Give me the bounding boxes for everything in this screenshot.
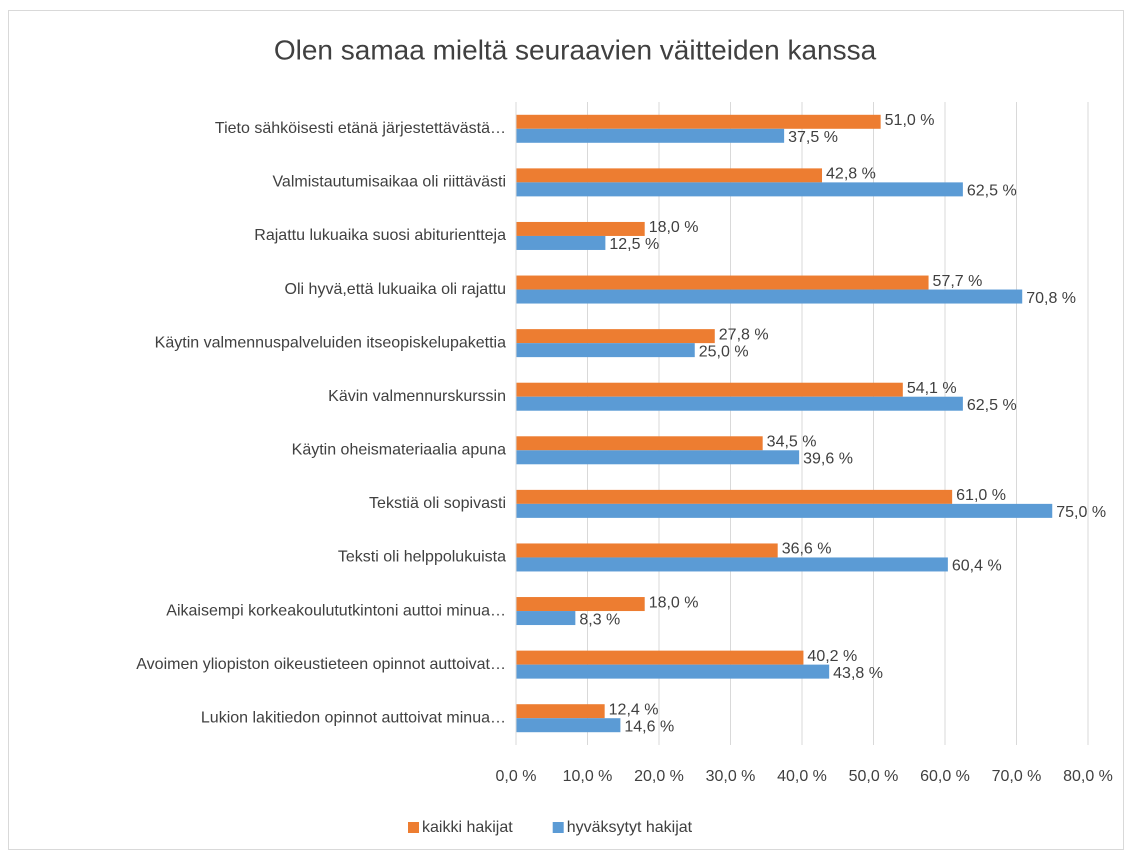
bar xyxy=(516,396,963,411)
x-tick-label: 10,0 % xyxy=(563,768,613,785)
bar xyxy=(516,597,645,612)
bar xyxy=(516,450,800,465)
y-tick-label: Kävin valmennurskurssin xyxy=(328,388,506,405)
bar xyxy=(516,114,881,129)
legend-swatch xyxy=(552,822,564,833)
bar xyxy=(516,343,695,358)
chart-title: Olen samaa mieltä seuraavien väitteiden … xyxy=(274,34,877,65)
bar xyxy=(516,650,804,665)
data-label: 18,0 % xyxy=(649,219,699,236)
bar xyxy=(516,168,823,183)
legend-label: hyväksytyt hakijat xyxy=(567,819,693,836)
x-tick-label: 60,0 % xyxy=(920,768,970,785)
y-tick-label: Aikaisempi korkeakoulututkintoni auttoi … xyxy=(166,602,506,619)
x-tick-label: 20,0 % xyxy=(634,768,684,785)
x-tick-label: 0,0 % xyxy=(496,768,537,785)
data-label: 62,5 % xyxy=(967,397,1017,414)
bar xyxy=(516,235,606,250)
bar xyxy=(516,382,903,397)
data-label: 25,0 % xyxy=(699,343,749,360)
bar xyxy=(516,275,929,290)
bar xyxy=(516,289,1023,304)
data-label: 37,5 % xyxy=(788,129,838,146)
data-label: 27,8 % xyxy=(719,326,769,343)
y-tick-label: Tekstiä oli sopivasti xyxy=(369,495,506,512)
data-label: 43,8 % xyxy=(833,665,883,682)
data-label: 42,8 % xyxy=(826,166,876,183)
data-label: 12,5 % xyxy=(609,236,659,253)
legend-swatch xyxy=(408,822,419,833)
data-label: 70,8 % xyxy=(1026,290,1076,307)
x-tick-label: 50,0 % xyxy=(849,768,899,785)
bar xyxy=(516,543,778,558)
data-label: 8,3 % xyxy=(579,611,620,628)
x-tick-label: 80,0 % xyxy=(1063,768,1113,785)
x-tick-label: 30,0 % xyxy=(706,768,756,785)
bar xyxy=(516,611,576,626)
data-label: 51,0 % xyxy=(885,112,935,129)
y-tick-label: Oli hyvä,että lukuaika oli rajattu xyxy=(285,281,506,298)
data-label: 40,2 % xyxy=(807,648,857,665)
x-tick-label: 70,0 % xyxy=(992,768,1042,785)
y-tick-label: Rajattu lukuaika suosi abiturientteja xyxy=(254,227,506,244)
y-tick-label: Käytin valmennuspalveluiden itseopiskelu… xyxy=(155,334,506,351)
y-tick-label: Teksti oli helppolukuista xyxy=(338,549,506,566)
legend-label: kaikki hakijat xyxy=(422,819,513,836)
bar xyxy=(516,182,963,197)
data-label: 54,1 % xyxy=(907,380,957,397)
y-tick-label: Valmistautumisaikaa oli riittävästi xyxy=(272,174,506,191)
y-tick-label: Avoimen yliopiston oikeustieteen opinnot… xyxy=(136,656,506,673)
bar xyxy=(516,704,605,719)
data-label: 36,6 % xyxy=(782,541,832,558)
bar xyxy=(516,664,830,679)
data-label: 18,0 % xyxy=(649,594,699,611)
bar xyxy=(516,557,948,572)
bar xyxy=(516,436,763,451)
bar xyxy=(516,221,645,236)
data-label: 12,4 % xyxy=(609,701,659,718)
bar xyxy=(516,489,953,504)
bar xyxy=(516,718,621,733)
data-label: 62,5 % xyxy=(967,183,1017,200)
data-label: 61,0 % xyxy=(956,487,1006,504)
y-tick-label: Käytin oheismateriaalia apuna xyxy=(292,442,506,459)
data-label: 60,4 % xyxy=(952,558,1002,575)
bar xyxy=(516,128,785,143)
bar xyxy=(516,329,715,344)
x-tick-label: 40,0 % xyxy=(777,768,827,785)
data-label: 57,7 % xyxy=(933,273,983,290)
y-tick-label: Tieto sähköisesti etänä järjestettävästä… xyxy=(215,120,506,137)
data-label: 34,5 % xyxy=(767,434,817,451)
y-tick-label: Lukion lakitiedon opinnot auttoivat minu… xyxy=(201,709,506,726)
data-label: 75,0 % xyxy=(1056,504,1106,521)
bar xyxy=(516,503,1053,518)
data-label: 14,6 % xyxy=(624,718,674,735)
data-label: 39,6 % xyxy=(803,451,853,468)
